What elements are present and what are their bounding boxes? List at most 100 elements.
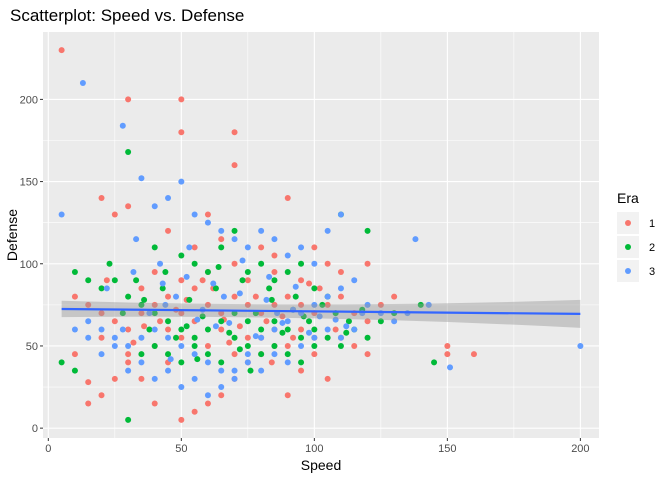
data-point-era-3 <box>244 351 251 358</box>
data-point-era-1 <box>298 326 305 333</box>
data-point-era-1 <box>178 129 185 136</box>
data-point-era-2 <box>258 326 265 333</box>
data-point-era-2 <box>298 260 305 267</box>
data-point-era-2 <box>218 318 225 325</box>
legend-label-era-3: 3 <box>649 266 655 278</box>
data-point-era-3 <box>258 227 265 234</box>
data-point-era-3 <box>111 334 118 341</box>
data-point-era-1 <box>141 323 148 330</box>
data-point-era-1 <box>178 416 185 423</box>
y-tick-label: 150 <box>20 177 38 189</box>
data-point-era-3 <box>284 252 291 259</box>
y-tick-label: 200 <box>20 94 38 106</box>
data-point-era-3 <box>130 268 137 275</box>
x-tick-label: 150 <box>438 443 456 455</box>
data-point-era-3 <box>173 293 180 300</box>
y-tick-label: 0 <box>32 423 38 435</box>
data-point-era-1 <box>263 318 270 325</box>
data-point-era-1 <box>125 96 132 103</box>
legend-key-era-2 <box>625 244 631 250</box>
data-point-era-3 <box>98 351 105 358</box>
data-point-era-2 <box>431 359 438 366</box>
data-point-era-1 <box>231 351 238 358</box>
data-point-era-3 <box>138 334 145 341</box>
data-point-era-1 <box>271 252 278 259</box>
data-point-era-3 <box>218 227 225 234</box>
data-point-era-2 <box>271 318 278 325</box>
data-point-era-3 <box>343 323 350 330</box>
data-point-era-3 <box>119 122 126 129</box>
data-point-era-2 <box>58 359 65 366</box>
data-point-era-3 <box>412 236 419 243</box>
data-point-era-3 <box>165 334 172 341</box>
data-point-era-2 <box>271 342 278 349</box>
data-point-era-1 <box>151 268 158 275</box>
data-point-era-2 <box>284 351 291 358</box>
data-point-era-3 <box>298 342 305 349</box>
data-point-era-1 <box>252 293 259 300</box>
data-point-era-1 <box>191 285 198 292</box>
data-point-era-1 <box>218 326 225 333</box>
data-point-era-3 <box>191 351 198 358</box>
y-tick-label: 100 <box>20 259 38 271</box>
data-point-era-1 <box>125 326 132 333</box>
data-point-era-1 <box>337 293 344 300</box>
data-point-era-3 <box>151 375 158 382</box>
data-point-era-2 <box>151 244 158 251</box>
data-point-era-3 <box>138 175 145 182</box>
data-point-era-3 <box>98 326 105 333</box>
legend-key-era-1 <box>625 220 631 226</box>
data-point-era-3 <box>311 260 318 267</box>
data-point-era-1 <box>298 301 305 308</box>
data-point-era-2 <box>204 326 211 333</box>
data-point-era-3 <box>332 316 339 323</box>
data-point-era-1 <box>111 211 118 218</box>
data-point-era-2 <box>162 268 169 275</box>
data-point-era-2 <box>178 252 185 259</box>
data-point-era-1 <box>165 293 172 300</box>
data-point-era-2 <box>138 301 145 308</box>
data-point-era-2 <box>71 367 78 374</box>
data-point-era-1 <box>284 342 291 349</box>
data-point-era-1 <box>85 301 92 308</box>
data-point-era-1 <box>377 301 384 308</box>
data-point-era-2 <box>244 268 251 275</box>
data-point-era-2 <box>236 346 243 353</box>
data-point-era-1 <box>284 195 291 202</box>
data-point-era-3 <box>133 236 140 243</box>
legend-title: Era <box>617 190 639 206</box>
confidence-band <box>61 299 581 328</box>
data-point-era-2 <box>244 318 251 325</box>
data-point-era-1 <box>316 285 323 292</box>
data-point-era-1 <box>151 400 158 407</box>
data-point-era-3 <box>191 211 198 218</box>
data-point-era-3 <box>337 334 344 341</box>
data-point-era-3 <box>271 326 278 333</box>
data-point-era-2 <box>173 334 180 341</box>
data-point-era-1 <box>191 244 198 251</box>
data-point-era-3 <box>218 384 225 391</box>
data-point-era-1 <box>306 280 313 287</box>
data-point-era-3 <box>271 351 278 358</box>
data-point-era-1 <box>199 277 206 284</box>
data-point-era-1 <box>138 375 145 382</box>
data-point-era-3 <box>447 364 454 371</box>
data-point-era-2 <box>345 318 352 325</box>
data-point-era-1 <box>151 301 158 308</box>
data-point-era-3 <box>337 211 344 218</box>
data-point-era-2 <box>364 227 371 234</box>
data-point-era-1 <box>98 195 105 202</box>
data-point-era-3 <box>239 257 246 264</box>
data-point-era-2 <box>417 301 424 308</box>
data-point-era-3 <box>183 273 190 280</box>
data-point-era-3 <box>103 285 110 292</box>
data-point-era-1 <box>85 400 92 407</box>
data-point-era-1 <box>71 293 78 300</box>
data-point-era-2 <box>106 260 113 267</box>
data-points <box>58 47 584 423</box>
data-point-era-1 <box>165 326 172 333</box>
data-point-era-1 <box>204 301 211 308</box>
data-point-era-3 <box>231 236 238 243</box>
data-point-era-2 <box>258 351 265 358</box>
